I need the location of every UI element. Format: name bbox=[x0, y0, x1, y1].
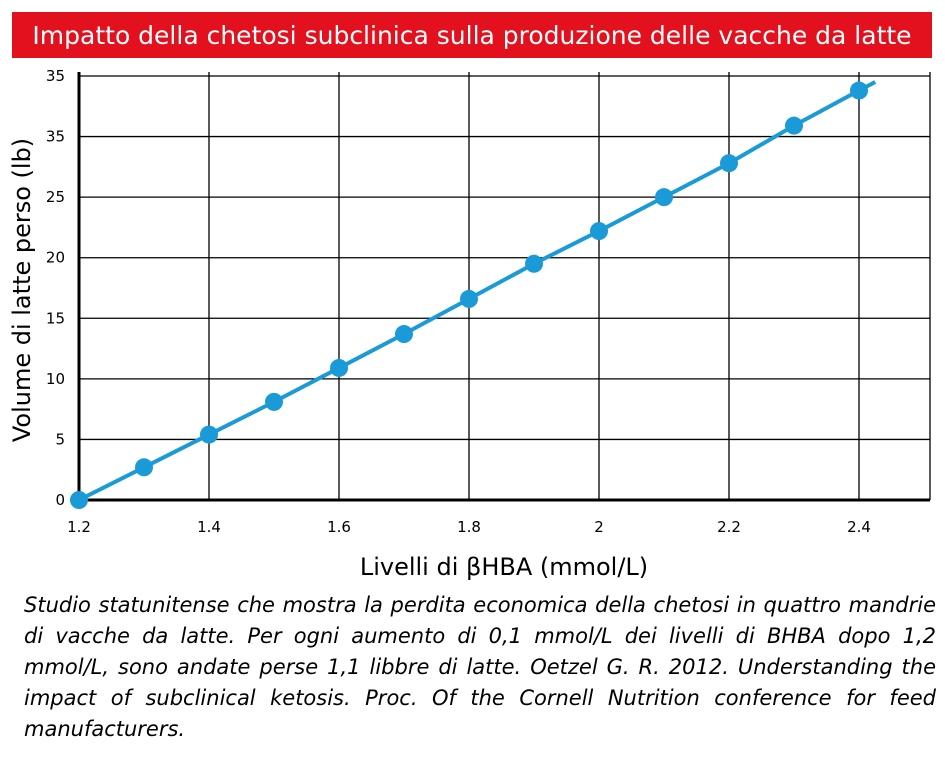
x-tick-label: 2.4 bbox=[847, 518, 871, 536]
x-tick-labels: 1.2 1.4 1.6 1.8 2 2.2 2.4 bbox=[67, 518, 871, 536]
axes bbox=[77, 72, 930, 502]
y-axis-label: Volume di latte perso (lb) bbox=[8, 138, 36, 442]
y-tick-label: 25 bbox=[46, 188, 65, 206]
data-point bbox=[785, 116, 803, 135]
x-tick-label: 1.2 bbox=[67, 518, 91, 536]
y-tick-labels: 0 5 10 15 20 25 35 35 bbox=[46, 67, 65, 509]
x-tick-label: 1.8 bbox=[457, 518, 481, 536]
data-point bbox=[655, 188, 673, 207]
line-chart: 0 5 10 15 20 25 35 35 1.2 1.4 1.6 1.8 2 2.2 2.4 Volum… bbox=[8, 67, 931, 581]
x-tick-label: 2 bbox=[594, 518, 604, 536]
data-point bbox=[330, 358, 348, 377]
x-tick-label: 1.4 bbox=[197, 518, 221, 536]
data-point bbox=[135, 458, 153, 477]
data-point bbox=[395, 325, 413, 344]
data-point bbox=[70, 491, 88, 509]
figure-caption: Studio statunitense che mostra la perdit… bbox=[24, 593, 936, 741]
data-point bbox=[200, 425, 218, 444]
grid-lines bbox=[79, 72, 931, 500]
y-tick-label: 35 bbox=[46, 128, 65, 146]
series-line bbox=[78, 80, 877, 502]
data-point bbox=[525, 254, 543, 273]
y-tick-label: 10 bbox=[46, 370, 65, 388]
y-tick-label: 0 bbox=[55, 491, 65, 509]
data-point bbox=[590, 222, 608, 241]
x-axis-label: Livelli di βHBA (mmol/L) bbox=[360, 553, 648, 581]
y-tick-label: 20 bbox=[46, 249, 65, 267]
data-series bbox=[70, 80, 877, 509]
data-point bbox=[720, 154, 738, 173]
x-tick-label: 1.6 bbox=[327, 518, 351, 536]
data-point bbox=[850, 81, 868, 100]
chart-title: Impatto della chetosi subclinica sulla p… bbox=[12, 12, 932, 58]
x-tick-label: 2.2 bbox=[717, 518, 741, 536]
data-point bbox=[265, 392, 283, 411]
y-tick-label: 15 bbox=[46, 309, 65, 327]
y-tick-label: 35 bbox=[46, 67, 65, 85]
y-tick-label: 5 bbox=[55, 430, 65, 448]
data-point bbox=[460, 289, 478, 308]
